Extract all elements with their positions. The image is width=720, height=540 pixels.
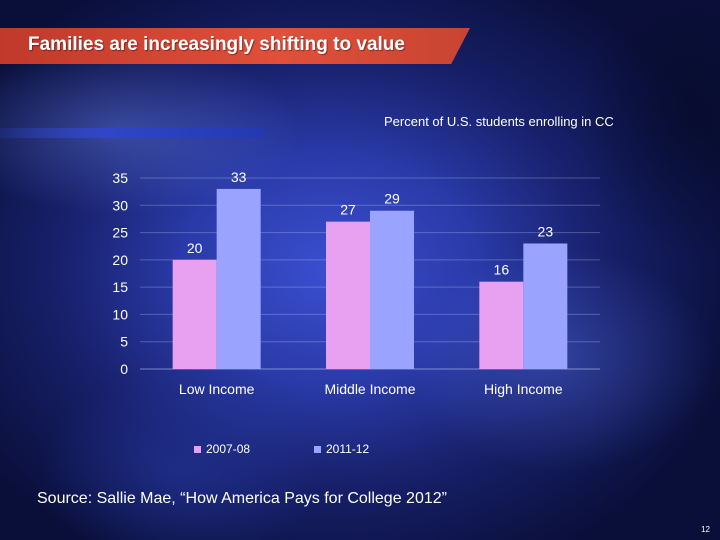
legend-label-2011: 2011-12 [326,442,370,456]
title-banner [0,28,470,64]
legend-swatch-2011 [314,445,321,453]
bar-2007 [479,281,524,369]
y-tick-label: 35 [112,170,128,186]
x-tick-label: High Income [484,381,563,397]
data-label: 20 [187,240,203,256]
bar-2007 [172,259,217,369]
accent-bar [0,128,264,138]
y-tick-label: 10 [112,306,128,322]
x-tick-label: Low Income [179,381,255,397]
y-tick-label: 0 [120,361,128,377]
y-tick-label: 25 [112,225,128,241]
y-tick-label: 5 [120,334,128,350]
slide-title: Families are increasingly shifting to va… [28,34,405,55]
source-citation: Source: Sallie Mae, “How America Pays fo… [37,490,447,507]
chart-title: Percent of U.S. students enrolling in CC [384,114,614,129]
data-label: 29 [384,191,400,207]
page-number: 12 [701,525,710,534]
y-tick-label: 30 [112,197,128,213]
data-label: 16 [494,262,510,278]
data-label: 27 [340,202,356,218]
legend-item-2011: 2011-12 [314,442,369,456]
bar-2007 [326,221,370,369]
x-tick-label: Middle Income [324,381,415,397]
legend-label-2007: 2007-08 [206,442,251,456]
y-tick-label: 15 [112,279,128,295]
data-label: 23 [538,223,554,239]
data-label: 33 [231,169,247,185]
bar-2011 [370,210,414,369]
bar-2011 [523,243,568,369]
legend-item-2007: 2007-08 [194,442,250,456]
bar-2011 [216,188,261,369]
y-tick-label: 20 [112,252,128,268]
legend-swatch-2007 [194,445,201,453]
